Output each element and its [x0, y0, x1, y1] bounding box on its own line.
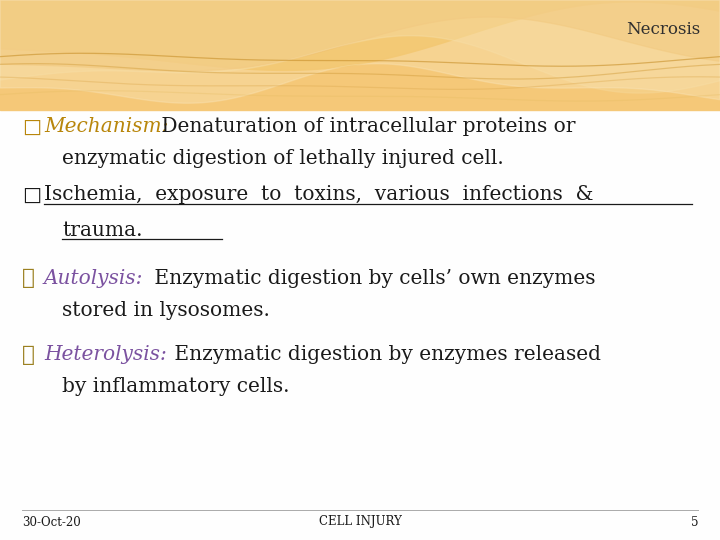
- Text: 5: 5: [690, 516, 698, 529]
- Text: Denaturation of intracellular proteins or: Denaturation of intracellular proteins o…: [155, 118, 575, 137]
- Text: enzymatic digestion of lethally injured cell.: enzymatic digestion of lethally injured …: [62, 150, 504, 168]
- Text: ✓: ✓: [22, 267, 35, 289]
- Text: □: □: [22, 118, 41, 137]
- Text: trauma.: trauma.: [62, 220, 143, 240]
- Text: by inflammatory cells.: by inflammatory cells.: [62, 377, 289, 396]
- Text: Necrosis: Necrosis: [626, 22, 700, 38]
- Text: Mechanism:: Mechanism:: [44, 118, 168, 137]
- Text: Ischemia,  exposure  to  toxins,  various  infections  &: Ischemia, exposure to toxins, various in…: [44, 186, 593, 205]
- Text: Enzymatic digestion by enzymes released: Enzymatic digestion by enzymes released: [168, 346, 601, 365]
- Text: 30-Oct-20: 30-Oct-20: [22, 516, 81, 529]
- Text: stored in lysosomes.: stored in lysosomes.: [62, 300, 270, 320]
- Text: □: □: [22, 186, 41, 205]
- Text: Autolysis:: Autolysis:: [44, 268, 143, 287]
- Text: Enzymatic digestion by cells’ own enzymes: Enzymatic digestion by cells’ own enzyme…: [148, 268, 595, 287]
- Text: ✓: ✓: [22, 344, 35, 366]
- Text: Heterolysis:: Heterolysis:: [44, 346, 167, 365]
- Text: CELL INJURY: CELL INJURY: [318, 516, 402, 529]
- Polygon shape: [0, 0, 720, 110]
